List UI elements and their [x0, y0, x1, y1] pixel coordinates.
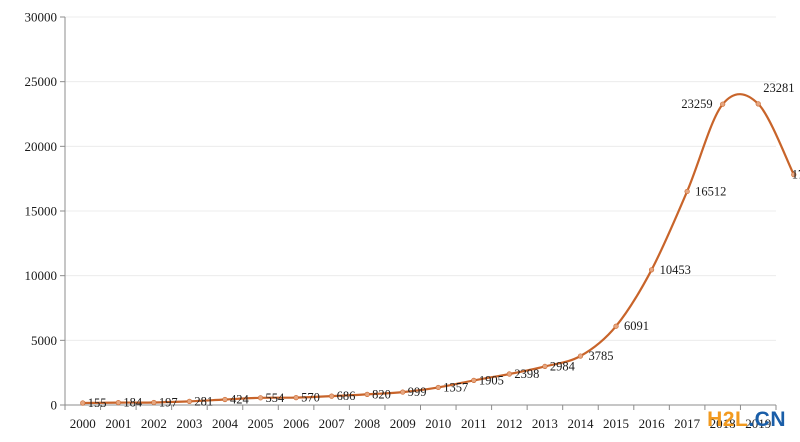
y-tick-label: 15000 — [25, 204, 58, 219]
data-point — [577, 353, 584, 359]
data-point — [186, 398, 193, 404]
data-label: 686 — [337, 389, 356, 403]
x-tick-label: 2012 — [496, 416, 522, 431]
data-markers — [80, 101, 797, 406]
y-tick-label: 20000 — [25, 139, 58, 154]
data-label: 16512 — [695, 184, 726, 198]
grid — [65, 16, 776, 341]
x-tick-label: 2017 — [674, 416, 701, 431]
data-point — [222, 396, 228, 403]
data-label: 3785 — [588, 349, 613, 363]
series — [82, 93, 795, 405]
data-labels: 155 184 197 281 424 554 570 686 820 999 1357 1905 23… — [88, 81, 800, 410]
data-label: 6091 — [624, 319, 649, 333]
data-label: 1905 — [479, 373, 504, 387]
data-point — [364, 391, 370, 397]
data-label: 10453 — [660, 263, 691, 277]
data-point — [293, 395, 299, 401]
data-label: 23281 — [763, 81, 794, 95]
x-tick-label: 2014 — [567, 416, 594, 431]
data-label: 570 — [301, 391, 320, 405]
y-tick-label: 0 — [51, 398, 58, 413]
data-point — [435, 384, 441, 391]
data-point — [506, 371, 512, 377]
y-tick-label: 5000 — [31, 333, 57, 348]
x-tick-label: 2000 — [70, 416, 96, 431]
data-point — [613, 323, 619, 329]
data-point — [257, 395, 264, 401]
data-label: 155 — [88, 396, 107, 410]
data-label: 2398 — [514, 367, 539, 381]
data-point — [755, 101, 761, 107]
watermark-logo: H2L.CN — [707, 408, 786, 432]
data-point — [791, 172, 797, 178]
data-point — [648, 267, 655, 273]
x-tick-label: 2018 — [710, 416, 736, 431]
data-label: 17812 — [792, 168, 800, 182]
data-point — [471, 377, 477, 383]
data-label: 820 — [372, 387, 391, 401]
data-point — [720, 101, 726, 107]
data-point — [151, 399, 157, 406]
data-label: 197 — [159, 395, 178, 409]
data-label: 999 — [408, 385, 427, 399]
x-tick-label: 2013 — [532, 416, 558, 431]
x-tick-label: 2006 — [283, 416, 310, 431]
x-tick-label: 2016 — [639, 416, 666, 431]
y-tick-labels: 0 5000 10000 15000 20000 25000 30000 — [25, 10, 65, 413]
y-tick-label: 30000 — [25, 10, 58, 25]
x-tick-label: 2008 — [354, 416, 380, 431]
data-label: 281 — [194, 394, 213, 408]
data-label: 554 — [266, 391, 286, 405]
x-tick-label: 2001 — [105, 416, 131, 431]
data-label: 2984 — [550, 359, 576, 373]
data-point — [542, 363, 548, 370]
y-tick-label: 10000 — [25, 268, 58, 283]
data-label: 1357 — [443, 380, 468, 394]
x-tick-label: 2009 — [390, 416, 416, 431]
data-point — [80, 400, 86, 406]
x-tick-label: 2003 — [176, 416, 202, 431]
data-point — [684, 188, 690, 195]
x-tick-label: 2007 — [319, 416, 346, 431]
x-tick-label: 2019 — [745, 416, 771, 431]
x-tick-label: 2002 — [141, 416, 167, 431]
data-point — [115, 400, 121, 406]
y-tick-label: 25000 — [25, 74, 58, 89]
data-label: 424 — [230, 393, 250, 407]
series-line — [82, 93, 795, 405]
data-label: 184 — [123, 396, 143, 410]
data-label: 23259 — [681, 97, 712, 111]
watermark-part-b: .CN — [748, 408, 786, 431]
x-tick-label: 2005 — [248, 416, 274, 431]
x-tick-labels: 2000 2001 2002 2003 2004 2005 2006 2007 2008 2009… — [64, 405, 777, 431]
watermark-part-a: H2L — [707, 408, 749, 431]
data-point — [400, 389, 406, 395]
data-point — [329, 393, 335, 399]
x-tick-label: 2011 — [461, 416, 487, 431]
x-tick-label: 2015 — [603, 416, 629, 431]
x-tick-label: 2004 — [212, 416, 239, 431]
x-tick-label: 2010 — [425, 416, 451, 431]
